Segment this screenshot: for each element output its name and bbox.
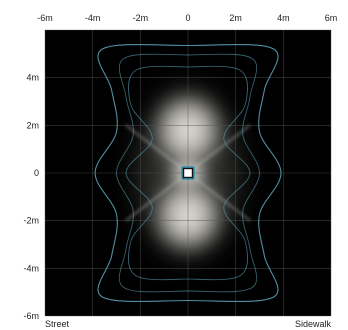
source-square [182, 167, 194, 179]
contour-outer [94, 43, 282, 303]
y-tick-label: -6m [24, 311, 40, 321]
y-tick-label: 0 [34, 168, 39, 178]
x-tick-label: -6m [37, 13, 53, 23]
y-tick-label: 4m [26, 73, 39, 83]
x-tick-label: 6m [325, 13, 338, 23]
y-tick-label: -2m [24, 216, 40, 226]
x-tick-label: 4m [277, 13, 290, 23]
y-tick-label: -4m [24, 263, 40, 273]
street-label: Street [45, 319, 70, 329]
contour-inner [125, 65, 251, 281]
x-tick-label: 0 [185, 13, 190, 23]
light-source-marker [181, 166, 195, 180]
y-tick-label: 2m [26, 120, 39, 130]
source-ring [181, 166, 195, 180]
grid-lines [44, 29, 332, 317]
contour-lines [94, 43, 282, 303]
x-tick-label: 2m [229, 13, 242, 23]
contour-middle [116, 53, 260, 293]
x-tick-label: -2m [133, 13, 149, 23]
x-tick-label: -4m [85, 13, 101, 23]
sidewalk-label: Sidewalk [295, 319, 332, 329]
axis-ticks: -6m -4m -2m 0 2m 4m 6m 4m 2m 0 -2m -4m -6m [24, 13, 338, 321]
